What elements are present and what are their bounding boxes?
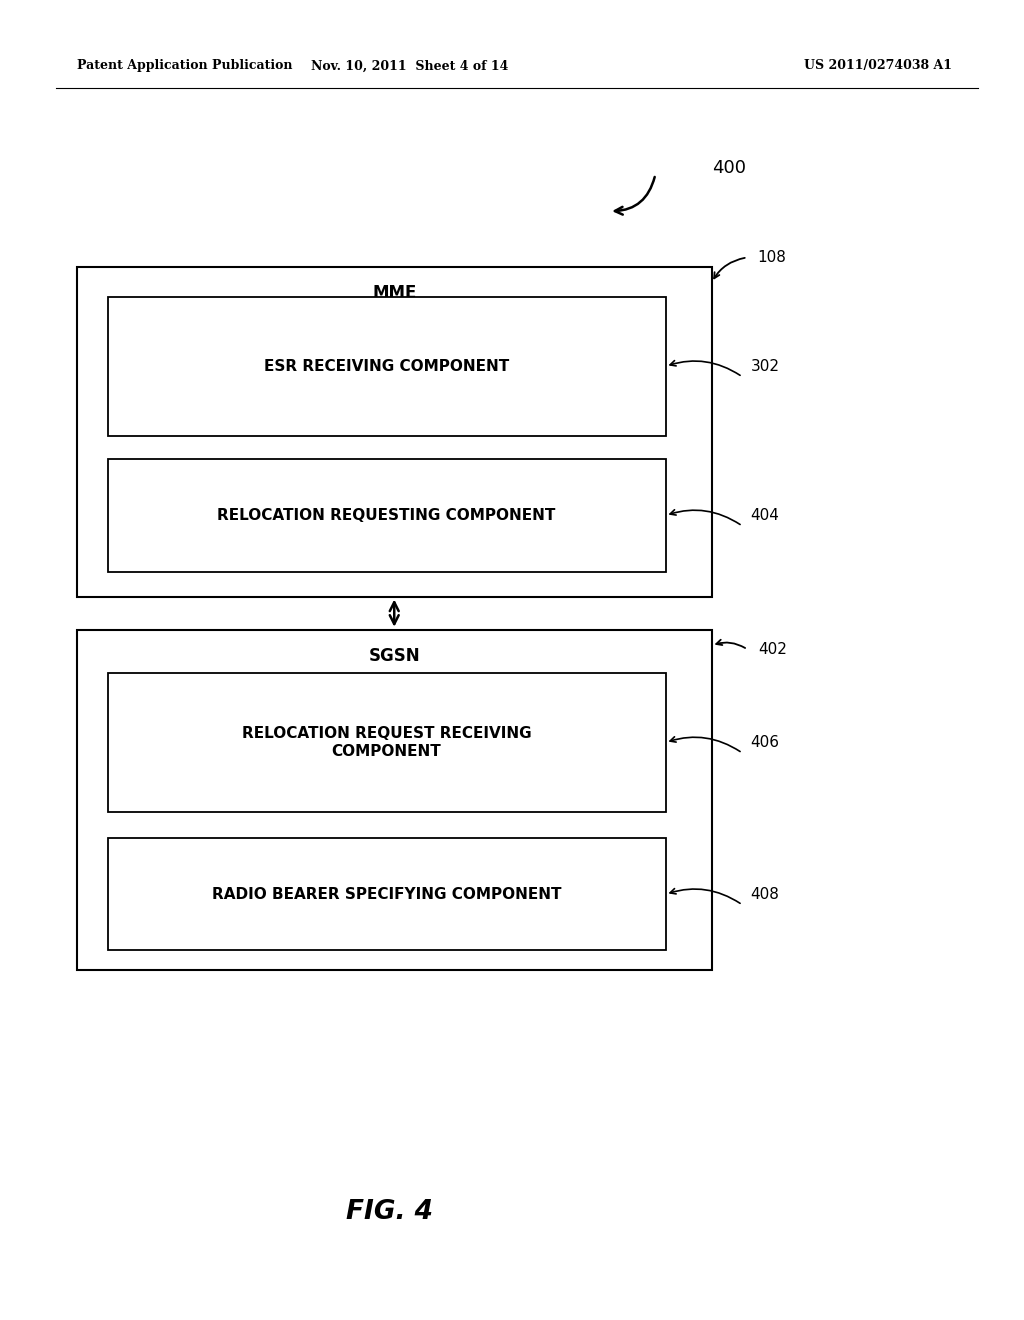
Bar xyxy=(108,838,666,950)
Text: 108: 108 xyxy=(758,249,786,265)
Text: ESR RECEIVING COMPONENT: ESR RECEIVING COMPONENT xyxy=(264,359,509,374)
Bar xyxy=(108,459,666,572)
Text: MME: MME xyxy=(372,284,417,302)
Bar xyxy=(77,267,712,597)
Bar xyxy=(108,673,666,812)
Text: Patent Application Publication: Patent Application Publication xyxy=(77,59,292,73)
Text: 302: 302 xyxy=(751,359,779,374)
Text: FIG. 4: FIG. 4 xyxy=(346,1199,432,1225)
Bar xyxy=(77,630,712,970)
Text: SGSN: SGSN xyxy=(369,647,420,665)
Text: 406: 406 xyxy=(751,735,779,750)
Text: RELOCATION REQUEST RECEIVING
COMPONENT: RELOCATION REQUEST RECEIVING COMPONENT xyxy=(242,726,531,759)
Text: Nov. 10, 2011  Sheet 4 of 14: Nov. 10, 2011 Sheet 4 of 14 xyxy=(311,59,508,73)
Bar xyxy=(108,297,666,436)
Text: US 2011/0274038 A1: US 2011/0274038 A1 xyxy=(804,59,952,73)
Text: 404: 404 xyxy=(751,508,779,523)
Text: RELOCATION REQUESTING COMPONENT: RELOCATION REQUESTING COMPONENT xyxy=(217,508,556,523)
Text: 400: 400 xyxy=(712,158,745,177)
Text: 408: 408 xyxy=(751,887,779,902)
Text: RADIO BEARER SPECIFYING COMPONENT: RADIO BEARER SPECIFYING COMPONENT xyxy=(212,887,561,902)
Text: 402: 402 xyxy=(758,642,786,657)
